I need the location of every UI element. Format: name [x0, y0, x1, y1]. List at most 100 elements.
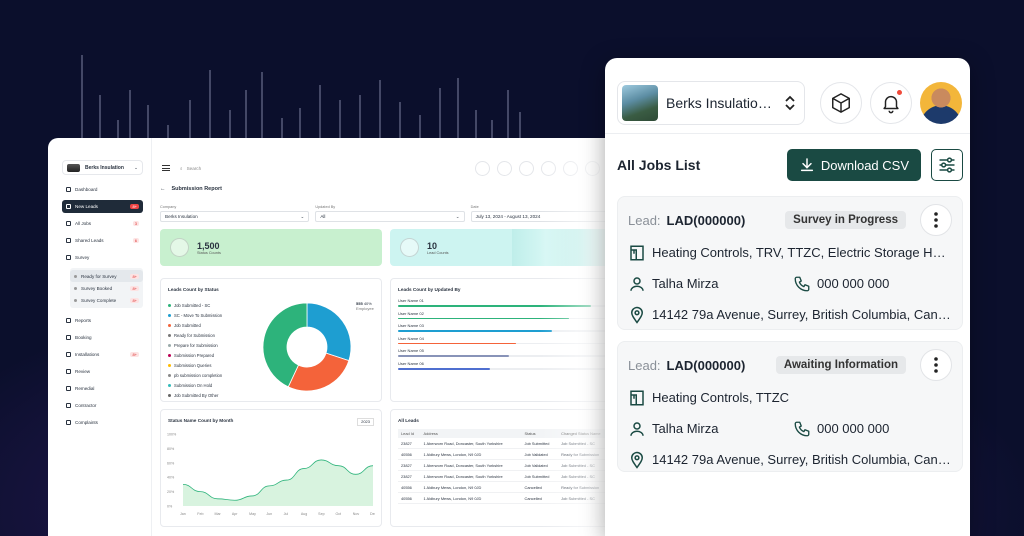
- legend-item: Job Submitted - SC: [168, 300, 248, 310]
- more-options-button[interactable]: [920, 349, 952, 381]
- sidebar-item-installations[interactable]: Installations 8+: [62, 348, 143, 361]
- user-bar-fill: [398, 317, 570, 320]
- user-name: User Name 02: [398, 310, 424, 316]
- sidebar-item-complaints[interactable]: Complaints: [62, 416, 143, 429]
- table-cell: Cancelled: [521, 492, 559, 504]
- phone-icon: [794, 421, 810, 436]
- sidebar-item-shared-leads[interactable]: Shared Leads 6: [62, 234, 143, 247]
- company-selector[interactable]: Berks Insulation ⌄: [62, 160, 143, 175]
- box-icon: [832, 92, 850, 113]
- nav-label: Booking: [75, 335, 92, 340]
- job-card[interactable]: Lead: LAD(000000) Survey in Progress Hea…: [617, 196, 963, 330]
- sidebar-item-reports[interactable]: Reports: [62, 314, 143, 327]
- job-person: Talha Mirza: [652, 276, 719, 291]
- search-input[interactable]: ⌕ Search: [180, 162, 360, 174]
- search-icon: ⌕: [180, 165, 183, 171]
- user-bar-fill: [398, 330, 553, 332]
- legend-swatch: [168, 303, 171, 307]
- user-name: User Name 05: [398, 348, 424, 354]
- filter-button[interactable]: [931, 149, 963, 181]
- nav-count-badge: 8+: [130, 273, 139, 279]
- nav-count-badge: 8+: [130, 297, 139, 303]
- lead-label: Lead:: [628, 357, 661, 373]
- box-button[interactable]: [820, 81, 862, 124]
- box-icon[interactable]: [497, 160, 512, 176]
- nav-label: Review: [75, 369, 91, 374]
- jobs-list-card: Berks Insulation L... All Jobs List Down…: [605, 58, 970, 536]
- callout-value: 555: [356, 301, 363, 306]
- x-tick-label: Apr: [232, 512, 238, 516]
- legend-item: SC - Move To Submission: [168, 310, 248, 320]
- back-arrow-icon[interactable]: ←: [160, 186, 166, 192]
- table-cell: 40556: [398, 492, 421, 504]
- user-name: User Name 01: [398, 298, 424, 303]
- nav-label: All Jobs: [75, 221, 92, 226]
- legend-label: Submission Prepared: [174, 352, 215, 358]
- legend-label: Prepare for Submission: [174, 342, 218, 348]
- nav-label: New Leads: [75, 204, 98, 209]
- menu-icon[interactable]: [162, 165, 170, 171]
- download-csv-button[interactable]: Download CSV: [786, 149, 921, 181]
- search-placeholder: Search: [186, 165, 202, 171]
- panel-title: Leads Count by Status: [168, 287, 219, 292]
- donut-slice: [262, 302, 308, 388]
- survey-subitem[interactable]: Survey Complete 8+: [70, 294, 143, 306]
- legend-label: SC - Move To Submission: [174, 312, 223, 318]
- legend-item: Submission Prepared: [168, 350, 248, 360]
- legend-item: Ready for Submission: [168, 330, 248, 340]
- sidebar-item-all-jobs[interactable]: All Jobs 3: [62, 217, 143, 230]
- page-title: Submission Report: [171, 186, 222, 192]
- sidebar: Berks Insulation ⌄ Dashboard New Leads 8+ A…: [48, 138, 152, 536]
- legend-swatch: [168, 373, 171, 377]
- sidebar-item-contractor[interactable]: Contractor: [62, 399, 143, 412]
- chevron-down-icon: ⌄: [300, 213, 305, 219]
- nav-count-badge: 3: [132, 221, 139, 226]
- filter-label: Updated By: [315, 205, 336, 209]
- legend-swatch: [168, 363, 171, 367]
- table-cell: 1 Aberworn Road, Doncaster, South Yorksh…: [420, 459, 522, 471]
- bullet-icon: [74, 274, 77, 278]
- nav-count-badge: 8+: [130, 352, 139, 357]
- world-icon[interactable]: [519, 160, 534, 176]
- sidebar-item-review[interactable]: Review: [62, 365, 143, 378]
- sidebar-item-new-leads[interactable]: New Leads 8+: [62, 200, 143, 213]
- nav-label: Remedial: [75, 386, 95, 391]
- more-options-button[interactable]: [920, 204, 952, 236]
- lead-label: Lead:: [628, 212, 661, 228]
- filter-company[interactable]: Company Berks Insulation ⌄: [160, 205, 310, 222]
- survey-subitem[interactable]: Survey Booked 8+: [70, 282, 143, 294]
- bullet-icon: [74, 286, 77, 290]
- location-pin-icon: [630, 306, 644, 324]
- year-selector[interactable]: 2023: [357, 418, 374, 426]
- sidebar-item-remedial[interactable]: Remedial: [62, 382, 143, 395]
- survey-submenu: Ready for Survey 8+ Survey Booked 8+ Survey …: [70, 268, 143, 308]
- sliders-icon: [939, 157, 955, 173]
- filter-value: All: [320, 214, 326, 219]
- nav-label: Installations: [75, 352, 100, 357]
- globe-icon[interactable]: [475, 160, 490, 176]
- filter-updated-by[interactable]: Updated By All ⌄: [315, 205, 465, 222]
- sidebar-item-survey[interactable]: Survey: [62, 251, 143, 264]
- sidebar-item-dashboard[interactable]: Dashboard: [62, 183, 143, 196]
- legend-label: pb submission completion: [174, 372, 223, 378]
- legend-swatch: [168, 343, 171, 347]
- filter-value: Berks Insulation: [165, 214, 198, 219]
- person-icon: [630, 421, 644, 436]
- table-cell: 1 Aldbury Mews, London, N9 0JD: [420, 492, 522, 504]
- table-cell: 1 Aldbury Mews, London, N9 0JD: [420, 481, 522, 493]
- company-switcher[interactable]: Berks Insulation L...: [617, 80, 805, 125]
- donut-slice: [287, 352, 350, 392]
- user-avatar[interactable]: [920, 81, 962, 124]
- job-person: Talha Mirza: [652, 421, 719, 436]
- nav-icon: [66, 187, 71, 192]
- survey-subitem[interactable]: Ready for Survey 8+: [70, 270, 143, 282]
- job-card[interactable]: Lead: LAD(000000) Awaiting Information H…: [617, 341, 963, 472]
- lead-id: LAD(000000): [666, 212, 746, 228]
- kebab-icon: [934, 357, 938, 373]
- nav-icon: [66, 204, 71, 209]
- donut-callout: 555 40% Employee: [356, 301, 374, 311]
- legend-swatch: [168, 383, 171, 387]
- kebab-icon: [934, 212, 938, 228]
- notification-button[interactable]: [870, 81, 912, 124]
- sidebar-item-booking[interactable]: Booking: [62, 331, 143, 344]
